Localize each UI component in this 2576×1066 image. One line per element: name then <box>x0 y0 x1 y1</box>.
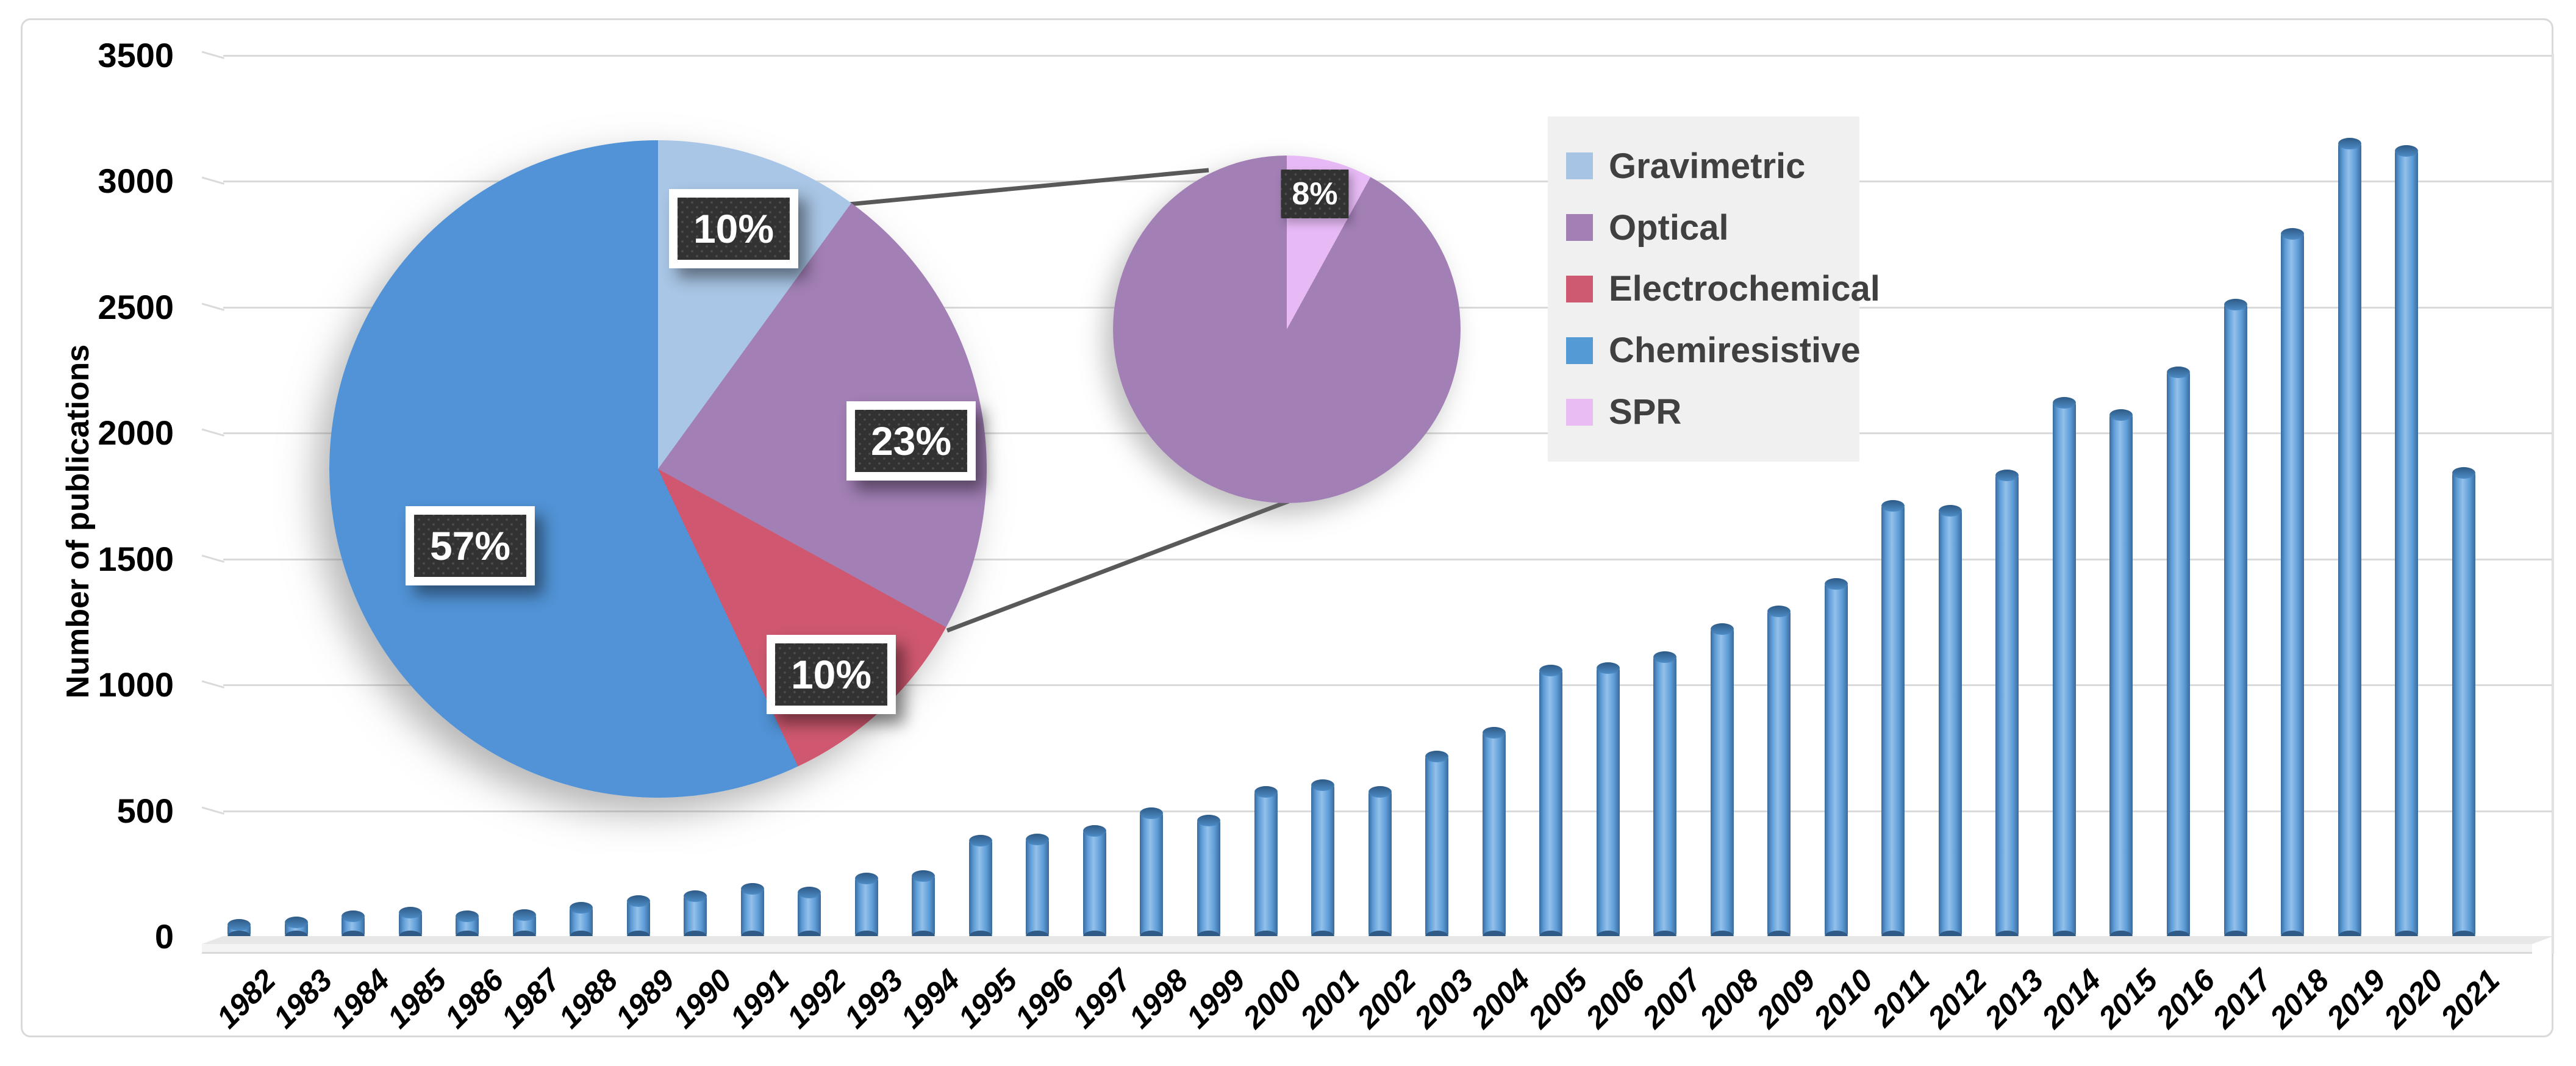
legend-label-spr: SPR <box>1609 392 1682 432</box>
bar-1982 <box>227 919 251 942</box>
bar-2005 <box>1539 665 1563 942</box>
bar-2003 <box>1425 750 1449 943</box>
legend-label-electrochemical: Electrochemical <box>1609 269 1880 309</box>
bar-2016 <box>2167 367 2191 942</box>
y-tick-2000: 2000 <box>98 413 174 453</box>
bar-1996 <box>1026 834 1050 942</box>
legend-item-optical: Optical <box>1566 207 1853 248</box>
legend-item-gravimetric: Gravimetric <box>1566 146 1853 187</box>
bar-2015 <box>2109 409 2133 942</box>
bar-2018 <box>2281 228 2305 942</box>
legend-item-chemiresistive: Chemiresistive <box>1566 330 1861 371</box>
legend-label-chemiresistive: Chemiresistive <box>1609 331 1861 371</box>
bar-1984 <box>342 910 365 943</box>
bar-1993 <box>854 873 878 942</box>
plot-right-border <box>2552 54 2554 954</box>
bar-1997 <box>1082 825 1106 943</box>
legend-item-electrochemical: Electrochemical <box>1566 268 1880 309</box>
y-tick-500: 500 <box>116 791 174 830</box>
bar-1988 <box>570 901 593 943</box>
bar-1999 <box>1197 815 1220 942</box>
legend-label-optical: Optical <box>1609 207 1729 248</box>
gridline-3500 <box>223 55 2553 57</box>
legend-swatch-spr <box>1566 398 1593 426</box>
bar-1990 <box>684 890 707 943</box>
bar-2002 <box>1368 785 1392 943</box>
pie-label-gravimetric: 10% <box>668 189 799 268</box>
bar-1995 <box>968 835 992 942</box>
legend-swatch-gravimetric <box>1566 152 1593 180</box>
bar-1985 <box>398 906 422 943</box>
y-tick-3500: 3500 <box>98 36 174 74</box>
pie-label-optical: 23% <box>846 401 976 481</box>
pie-label-electrochemical: 10% <box>766 635 896 714</box>
legend-swatch-optical <box>1566 214 1593 241</box>
gridline-1000 <box>223 684 2553 687</box>
y-tick-3000: 3000 <box>98 162 174 201</box>
y-tick-0: 0 <box>154 917 174 956</box>
bar-2004 <box>1482 726 1506 943</box>
optical-breakout-pie <box>1113 156 1461 503</box>
y-tick-1500: 1500 <box>98 539 174 578</box>
chart-floor-top <box>202 936 2553 944</box>
bar-1998 <box>1140 807 1164 943</box>
bar-2021 <box>2452 467 2475 942</box>
legend-swatch-chemiresistive <box>1566 337 1593 364</box>
bar-2000 <box>1254 785 1278 943</box>
bar-1994 <box>912 870 936 943</box>
legend-swatch-electrochemical <box>1566 275 1593 302</box>
gridline-1500 <box>223 558 2553 560</box>
bar-2006 <box>1596 662 1620 942</box>
bar-2009 <box>1767 606 1791 942</box>
bar-2008 <box>1710 623 1734 942</box>
bar-2014 <box>2052 396 2076 943</box>
bar-2017 <box>2224 298 2247 943</box>
y-axis-title: Number of publications <box>60 344 96 699</box>
legend-label-gravimetric: Gravimetric <box>1609 146 1806 186</box>
bar-2020 <box>2395 145 2419 943</box>
legend-item-spr: SPR <box>1566 392 1853 432</box>
bar-1986 <box>456 910 479 943</box>
sensor-type-pie <box>329 140 987 798</box>
bar-2010 <box>1824 578 1848 942</box>
pie-label-spr: 8% <box>1281 170 1348 218</box>
bar-2001 <box>1311 779 1335 942</box>
y-tick-2500: 2500 <box>98 287 174 326</box>
bar-1992 <box>798 886 821 943</box>
chart-floor-front <box>202 944 2532 954</box>
pie-label-chemiresistive: 57% <box>405 506 535 585</box>
bar-1989 <box>626 895 650 942</box>
y-tick-1000: 1000 <box>98 665 174 704</box>
bar-1987 <box>512 909 536 943</box>
gridline-3000 <box>223 181 2553 183</box>
bar-2011 <box>1881 500 1905 942</box>
chart-legend: Gravimetric Optical Electrochemical Chemire… <box>1548 116 1880 462</box>
bar-1983 <box>284 917 308 942</box>
bar-2007 <box>1653 651 1677 943</box>
bar-1991 <box>740 882 764 943</box>
bar-2019 <box>2338 137 2361 942</box>
bar-2013 <box>1995 470 2019 942</box>
bar-2012 <box>1938 505 1962 942</box>
